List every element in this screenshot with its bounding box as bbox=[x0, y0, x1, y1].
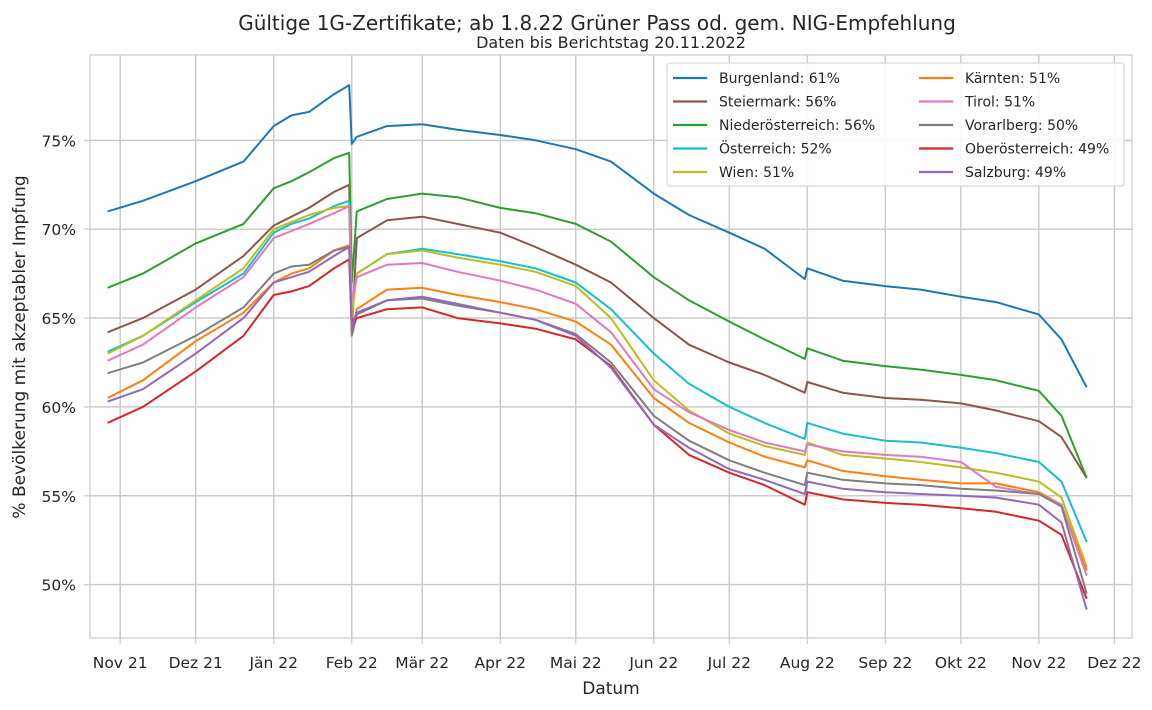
series-line bbox=[107, 84, 1088, 388]
x-tick-label: Aug 22 bbox=[780, 654, 835, 672]
y-axis-label: % Bevölkerung mit akzeptabler Impfung bbox=[10, 175, 30, 518]
y-tick-label: 65% bbox=[42, 310, 76, 328]
legend-entry: Oberösterreich: 49% bbox=[965, 142, 1109, 158]
legend-entry: Steiermark: 56% bbox=[719, 95, 836, 111]
legend-entry: Österreich: 52% bbox=[719, 140, 832, 158]
legend-entry: Wien: 51% bbox=[719, 165, 794, 181]
x-tick-label: Okt 22 bbox=[935, 654, 987, 672]
x-tick-label: Dez 21 bbox=[169, 654, 223, 672]
y-axis-ticks: 50% 55% 60% 65% 70% 75% bbox=[42, 132, 90, 595]
x-tick-label: Mär 22 bbox=[395, 654, 449, 672]
x-tick-label: Dez 22 bbox=[1087, 654, 1141, 672]
series-line bbox=[107, 258, 1088, 600]
x-tick-label: Feb 22 bbox=[326, 654, 378, 672]
x-tick-label: Mai 22 bbox=[550, 654, 602, 672]
legend: Burgenland: 61% Steiermark: 56% Niederöste… bbox=[666, 62, 1125, 187]
y-tick-label: 75% bbox=[42, 132, 76, 150]
y-tick-label: 55% bbox=[42, 488, 76, 506]
legend-box bbox=[666, 62, 1125, 187]
x-tick-label: Jun 22 bbox=[628, 654, 678, 672]
x-axis-label: Datum bbox=[582, 679, 640, 699]
chart-subtitle: Daten bis Berichtstag 20.11.2022 bbox=[476, 33, 746, 52]
legend-entry: Burgenland: 61% bbox=[719, 71, 840, 87]
legend-entry: Niederösterreich: 56% bbox=[719, 118, 875, 134]
series-line bbox=[107, 244, 1088, 571]
plot-frame bbox=[89, 54, 1133, 639]
series-lines bbox=[107, 84, 1088, 610]
legend-entry: Vorarlberg: 50% bbox=[965, 118, 1078, 134]
y-tick-label: 50% bbox=[42, 577, 76, 595]
series-line bbox=[107, 205, 1088, 568]
series-line bbox=[107, 205, 1088, 577]
series-line bbox=[107, 183, 1088, 479]
x-axis-ticks: Nov 21 Dez 21 Jän 22 Feb 22 Mär 22 Apr 22 Mai … bbox=[93, 638, 1142, 672]
chart-title: Gültige 1G-Zertifikate; ab 1.8.22 Grüner… bbox=[238, 11, 956, 35]
series-line bbox=[107, 199, 1088, 543]
series-line bbox=[107, 246, 1088, 610]
series-line bbox=[107, 151, 1088, 479]
x-tick-label: Jul 22 bbox=[707, 654, 751, 672]
x-tick-label: Sep 22 bbox=[858, 654, 912, 672]
legend-entry: Kärnten: 51% bbox=[965, 71, 1060, 87]
y-tick-label: 60% bbox=[42, 399, 76, 417]
legend-entry: Salzburg: 49% bbox=[965, 165, 1066, 181]
x-tick-label: Jän 22 bbox=[248, 654, 298, 672]
legend-entry: Tirol: 51% bbox=[964, 95, 1035, 111]
y-tick-label: 70% bbox=[42, 221, 76, 239]
x-tick-label: Apr 22 bbox=[475, 654, 526, 672]
x-tick-label: Nov 21 bbox=[93, 654, 148, 672]
x-tick-label: Nov 22 bbox=[1011, 654, 1066, 672]
